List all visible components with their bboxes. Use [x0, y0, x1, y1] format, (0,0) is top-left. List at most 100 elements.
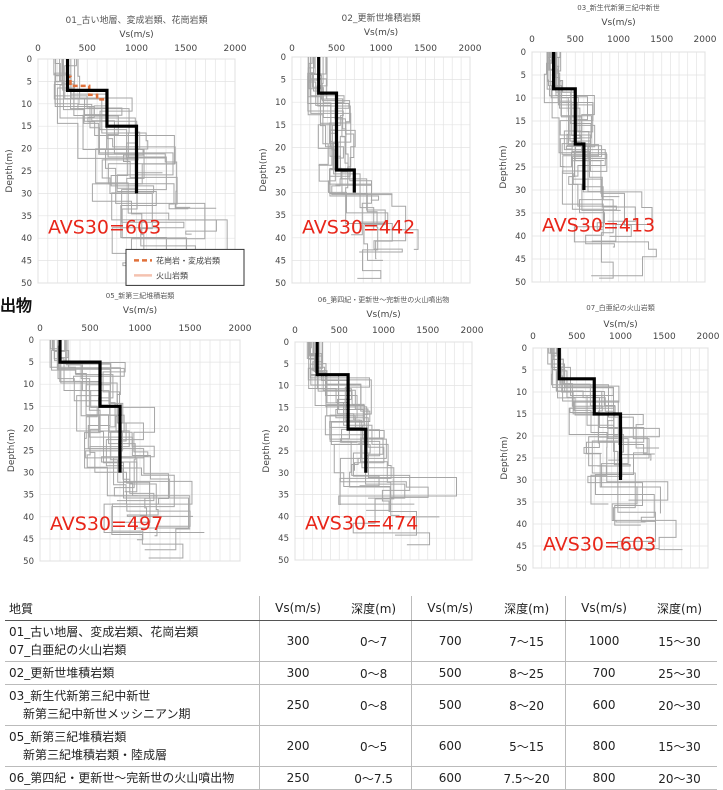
geology-line: 07_白亜紀の火山岩類: [9, 643, 127, 657]
depth-cell: 0～7: [336, 620, 412, 662]
vs-cell: 700: [565, 661, 643, 685]
geology-line: 01_古い地層、変成岩類、花崗岩類: [9, 625, 199, 639]
x-tick-label: 500: [328, 44, 345, 54]
chart-02-pleistocene-sediments: 02_更新世堆積岩類 Vs(m/s) 0 500 1000 1500 2000 0 5 10 15 2…: [250, 5, 482, 289]
y-tick-label: 20: [21, 145, 32, 155]
vs-cell: 800: [565, 766, 643, 790]
depth-cell: 20～30: [642, 684, 717, 726]
vs-cell: 300: [259, 661, 337, 685]
x-tick-label: 500: [79, 44, 96, 54]
avs30-label: AVS30=603: [48, 217, 161, 239]
y-tick-label: 0: [521, 48, 526, 58]
table-header-vs-2: Vs(m/s): [411, 596, 489, 621]
chart-title: 05_新第三紀堆積岩類: [106, 291, 174, 300]
y-tick-label: 50: [275, 279, 286, 289]
sample-profile-line: [552, 348, 683, 551]
avs-model-profile-line: [552, 52, 586, 190]
depth-cell: 15～30: [642, 620, 717, 662]
sample-profile-line: [54, 59, 175, 259]
table-row: 03_新生代新第三紀中新世 新第三紀中新世メッシニアン期 250 0～8 500 …: [5, 684, 717, 726]
x-tick-label: 0: [35, 44, 41, 54]
chart-01-ancient-strata: 01_古い地層、変成岩類、花崗岩類 Vs(m/s) 0 500 1000 1500 2000…: [0, 5, 247, 289]
geology-line: 05_新第三紀堆積岩類: [9, 730, 127, 744]
x-tick-label: 0: [529, 35, 535, 45]
y-tick-label: 10: [21, 100, 32, 110]
x-tick-label: 1000: [607, 35, 630, 45]
table-header-depth-3: 深度(m): [642, 596, 717, 621]
sample-profile-line: [551, 348, 650, 526]
sample-profile-line: [551, 348, 652, 461]
x-tick-label: 1500: [414, 44, 437, 54]
y-axis-label: Depth(m): [7, 429, 17, 472]
sample-profile-line: [555, 52, 581, 167]
sample-profile-line: [556, 348, 655, 455]
depth-cell: 5～15: [488, 725, 566, 767]
sample-profile-line: [65, 340, 158, 497]
y-tick-label: 20: [23, 424, 34, 434]
vs-depth-table: 地質 Vs(m/s) 深度(m) Vs(m/s) 深度(m) Vs(m/s) 深…: [5, 596, 717, 790]
x-tick-label: 2000: [461, 326, 484, 336]
y-tick-label: 0: [281, 53, 286, 63]
y-axis-label: Depth(m): [262, 429, 272, 472]
y-axis-label: Depth(m): [259, 148, 269, 191]
table-header-depth-1: 深度(m): [336, 596, 412, 621]
x-axis-label: Vs(m/s): [603, 320, 637, 330]
depth-cell: 7.5～20: [488, 766, 566, 790]
y-tick-label: 40: [21, 234, 32, 244]
sample-profile-line: [312, 342, 406, 499]
table-header-row: 地質 Vs(m/s) 深度(m) Vs(m/s) 深度(m) Vs(m/s) 深…: [5, 596, 717, 621]
sample-profile-line: [314, 342, 380, 440]
sample-profile-line: [546, 52, 632, 237]
y-tick-label: 20: [275, 143, 286, 153]
y-tick-label: 35: [515, 209, 526, 219]
avs-model-profile-line: [58, 340, 122, 473]
x-tick-label: 500: [331, 326, 348, 336]
avs-model-profile-line: [557, 348, 623, 480]
y-tick-label: 45: [23, 535, 34, 545]
chart-svg: 02_更新世堆積岩類 Vs(m/s) 0 500 1000 1500 2000 0 5 10 15 2…: [259, 12, 482, 289]
vs-cell: 600: [411, 766, 489, 790]
y-tick-label: 40: [278, 512, 289, 522]
y-tick-label: 30: [278, 469, 289, 479]
geology-line: 新第三紀堆積岩類・陸成層: [23, 748, 168, 762]
legend-label-volcanic: 火山岩類: [156, 270, 188, 280]
y-tick-label: 15: [23, 402, 34, 412]
y-tick-label: 10: [278, 382, 289, 392]
y-tick-label: 5: [27, 77, 32, 87]
y-tick-label: 20: [278, 425, 289, 435]
y-tick-label: 50: [515, 278, 526, 288]
y-tick-label: 40: [515, 232, 526, 242]
avs-model-profile-line: [317, 57, 356, 193]
y-tick-label: 5: [521, 71, 526, 81]
chart-06-quaternary-volcanic: 06_第四紀・更新世～完新世の火山噴出物 Vs(m/s) 0 500 1000 1500 2…: [250, 292, 484, 570]
vs-cell: 200: [259, 725, 337, 767]
y-tick-label: 45: [515, 255, 526, 265]
sample-profile-line: [53, 59, 206, 261]
x-tick-label: 0: [292, 326, 298, 336]
y-tick-label: 10: [516, 388, 527, 398]
x-tick-label: 1000: [125, 44, 148, 54]
y-tick-label: 15: [516, 410, 527, 420]
y-tick-label: 50: [21, 279, 32, 289]
depth-cell: 15～30: [642, 725, 717, 767]
y-tick-label: 10: [23, 380, 34, 390]
depth-cell: 7～15: [488, 620, 566, 662]
x-tick-label: 2000: [697, 332, 720, 342]
table-header-vs-3: Vs(m/s): [565, 596, 643, 621]
y-tick-label: 50: [278, 556, 289, 566]
y-tick-label: 25: [515, 163, 526, 173]
y-tick-label: 15: [515, 117, 526, 127]
y-tick-label: 25: [23, 447, 34, 457]
chart-03-miocene: 03_新生代新第三紀中新世 Vs(m/s) 0 500 1000 1500 2000 0 5 10…: [490, 0, 717, 288]
x-tick-label: 1000: [129, 324, 152, 334]
x-tick-label: 2000: [229, 324, 252, 334]
avs30-label: AVS30=413: [542, 214, 655, 236]
depth-cell: 0～5: [336, 725, 412, 767]
x-axis-label: Vs(m/s): [119, 30, 153, 40]
sample-profile-line: [313, 342, 369, 444]
geology-line: 新第三紀中新世メッシニアン期: [23, 707, 191, 721]
depth-cell: 25～30: [642, 661, 717, 685]
table-header-vs-1: Vs(m/s): [259, 596, 337, 621]
sample-profile-line: [321, 57, 351, 173]
